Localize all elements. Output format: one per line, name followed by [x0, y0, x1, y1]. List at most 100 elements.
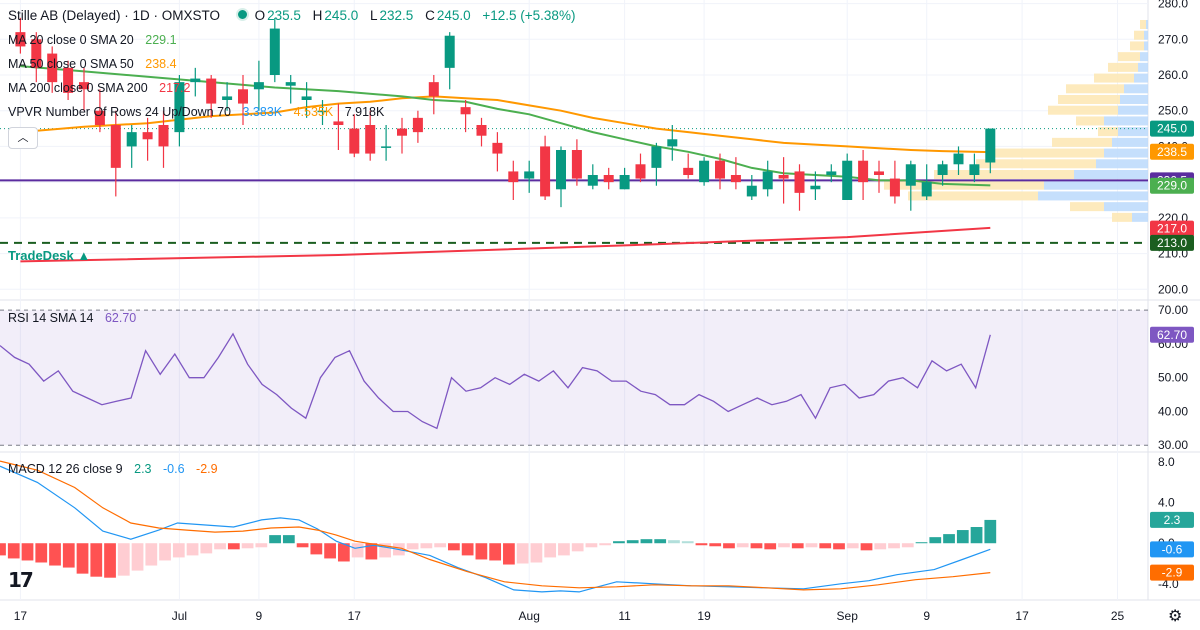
sma50-line — [20, 95, 991, 154]
candle-down — [206, 78, 217, 104]
volume-profile-up-bar — [1118, 52, 1140, 62]
candle-up — [253, 82, 264, 90]
candle-up — [905, 164, 916, 186]
macd-histogram-bar — [379, 543, 391, 558]
candle-down — [476, 125, 487, 136]
volume-profile-down-bar — [1132, 212, 1148, 222]
symbol-title: Stille AB (Delayed) · 1D · OMXSTO — [8, 8, 221, 23]
macd-histogram-bar — [21, 543, 34, 561]
macd-pane — [0, 460, 997, 593]
macd-value-badge — [1150, 511, 1194, 528]
macd-histogram-bar — [723, 543, 735, 549]
candle-up — [619, 175, 630, 190]
candle-down — [571, 150, 582, 179]
volume-profile-down-bar — [1144, 30, 1148, 40]
candle-down — [858, 160, 869, 183]
macd-histogram-bar — [76, 543, 89, 574]
volume-profile-up-bar — [994, 148, 1104, 158]
ma20-value: 229.1 — [145, 33, 177, 47]
volume-profile-up-bar — [1048, 105, 1118, 115]
candle-up — [953, 153, 964, 165]
price-tick-label: 270.0 — [1158, 32, 1188, 46]
macd-histogram-bar — [282, 535, 295, 544]
macd-histogram-bar — [227, 543, 240, 550]
rsi-value-label: 62.70 — [1157, 328, 1187, 342]
rsi-tick-label: 50.00 — [1158, 371, 1188, 385]
macd-histogram-bar — [571, 543, 584, 552]
candle-down — [508, 171, 519, 183]
candle-up — [269, 28, 280, 76]
candle-up — [126, 132, 137, 147]
volume-profile-down-bar — [1118, 105, 1148, 115]
candlesticks — [15, 17, 996, 211]
price-axis[interactable]: 200.0210.0220.0230.0240.0250.0260.0270.0… — [1150, 0, 1194, 591]
settings-gear-icon[interactable]: ⚙ — [1168, 608, 1183, 625]
macd-histogram-bar — [860, 543, 873, 551]
macd-value-label: -2.9 — [1162, 566, 1183, 580]
rsi-value: 62.70 — [104, 311, 137, 325]
candle-down — [889, 178, 900, 197]
collapse-legend-button[interactable]: ︿ — [8, 127, 38, 149]
volume-profile-down-bar — [1118, 127, 1148, 137]
volume-profile-down-bar — [1120, 95, 1148, 104]
macd-histogram-bar — [296, 543, 309, 548]
macd-histogram-bar — [145, 543, 158, 566]
volume-profile-up-bar — [1076, 116, 1104, 126]
candle-down — [158, 125, 169, 147]
time-tick-label: Jul — [172, 609, 187, 623]
macd-legend[interactable]: MACD 12 26 close 9 2.3 -0.6 -2.9 — [8, 462, 220, 476]
volume-profile-down-bar — [1144, 41, 1148, 51]
candle-down — [715, 160, 725, 179]
candle-down — [79, 82, 89, 90]
time-axis[interactable]: 17 Jul 9 17 Aug 11 19 Sep 9 17 25 — [14, 609, 1125, 623]
macd-tick-label: 8.0 — [1158, 455, 1175, 469]
volume-profile-up-bar — [908, 191, 1038, 201]
macd-histogram-bar — [668, 540, 680, 544]
rsi-pane — [0, 309, 1148, 446]
volume-profile-up-bar — [976, 159, 1096, 169]
candle-up — [222, 96, 233, 100]
macd-histogram-bar — [819, 543, 832, 549]
rsi-legend[interactable]: RSI 14 SMA 14 62.70 — [8, 311, 138, 325]
ma200-legend[interactable]: MA 200 close 0 SMA 200 217.2 — [8, 81, 192, 95]
ma20-legend[interactable]: MA 20 close 0 SMA 20 229.1 — [8, 33, 179, 47]
volume-profile-down-bar — [1074, 170, 1148, 179]
symbol-legend[interactable]: Stille AB (Delayed) · 1D · OMXSTO O 235.5… — [8, 8, 577, 23]
macd-histogram-bar — [695, 543, 708, 546]
macd-histogram-bar — [764, 543, 777, 550]
volume-profile-up-bar — [1052, 137, 1112, 147]
macd-histogram-bar — [0, 543, 6, 556]
macd-histogram-bar — [434, 543, 447, 548]
price-tick-label: 280.0 — [1158, 0, 1188, 11]
volume-profile-up-bar — [934, 170, 1074, 179]
rsi-tick-label: 70.00 — [1158, 303, 1188, 317]
macd-line-value: -0.6 — [163, 462, 185, 476]
macd-histogram-bar — [626, 540, 639, 544]
vpvr-label: VPVR Number Of Rows 24 Up/Down 70 — [8, 105, 232, 119]
tradedesk-link[interactable]: TradeDesk ▲ — [8, 248, 91, 263]
macd-signal-line — [0, 460, 991, 591]
ohlc-high-label: H — [312, 8, 323, 23]
ma50-legend[interactable]: MA 50 close 0 SMA 50 238.4 — [8, 57, 179, 71]
tradingview-logo-icon[interactable]: 17 — [8, 568, 34, 592]
macd-signal-value: -2.9 — [196, 462, 218, 476]
volume-profile-up-bar — [1108, 62, 1138, 72]
candle-down — [142, 132, 153, 140]
time-tick-label: 17 — [1015, 609, 1029, 623]
candle-down — [492, 142, 503, 154]
ma20-label: MA 20 close 0 SMA 20 — [8, 33, 134, 47]
candle-up — [969, 164, 980, 175]
macd-histogram-bar — [503, 543, 515, 565]
price-tick-label: 260.0 — [1158, 68, 1188, 82]
candle-down — [603, 175, 614, 183]
price-axis-value-label: 213.0 — [1157, 236, 1187, 250]
macd-histogram-bar — [613, 541, 625, 544]
ma50-value: 238.4 — [145, 57, 177, 71]
price-axis-value-label: 245.0 — [1157, 122, 1187, 136]
macd-histogram-bar — [131, 543, 144, 571]
price-axis-value-badge — [1150, 220, 1194, 237]
ma50-label: MA 50 close 0 SMA 50 — [8, 57, 134, 71]
vpvr-legend[interactable]: VPVR Number Of Rows 24 Up/Down 70 3.383K… — [8, 105, 386, 119]
macd-histogram-bar — [778, 543, 790, 548]
